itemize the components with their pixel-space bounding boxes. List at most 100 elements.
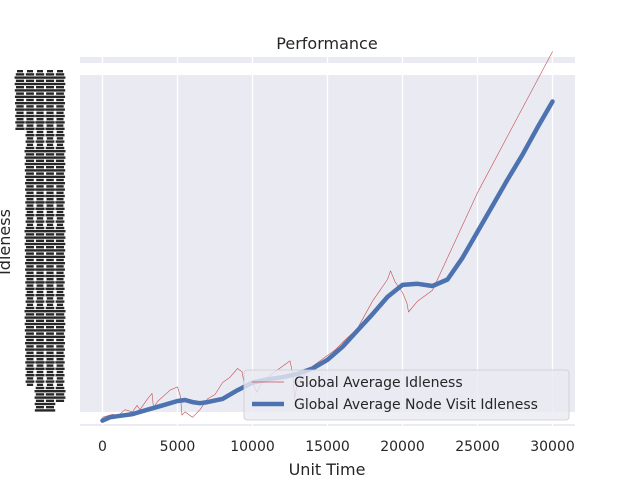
y-tick-label-mark: [46, 147, 55, 149]
y-tick-label-mark: [36, 160, 44, 162]
y-tick-label-mark: [47, 364, 54, 366]
y-tick-label-mark: [25, 348, 35, 350]
y-tick-label-mark: [47, 217, 53, 219]
y-tick-label-mark: [57, 384, 63, 386]
y-tick-label-mark: [46, 400, 54, 402]
y-tick-labels-scribble: [15, 70, 66, 412]
y-tick-label-mark: [37, 384, 43, 386]
y-tick-label-mark: [47, 70, 53, 72]
y-tick-label-mark: [47, 198, 54, 200]
y-tick-label-mark: [26, 294, 35, 296]
y-tick-label-mark: [26, 227, 35, 229]
y-tick-label-mark: [25, 89, 35, 91]
y-tick-label-mark: [35, 208, 44, 210]
y-tick-label-mark: [35, 128, 44, 130]
y-tick-label-mark: [26, 240, 34, 242]
y-tick-label-mark: [36, 227, 45, 229]
y-tick-label-mark: [36, 307, 45, 309]
y-tick-label-mark: [55, 355, 65, 357]
y-tick-label-mark: [46, 140, 55, 142]
y-tick-label-mark: [57, 217, 63, 219]
y-tick-label-mark: [55, 310, 66, 312]
y-tick-label-mark: [26, 160, 34, 162]
chart-title: Performance: [276, 34, 377, 53]
y-tick-label-mark: [46, 259, 54, 261]
y-tick-label-mark: [16, 99, 24, 101]
y-tick-label-mark: [36, 332, 44, 334]
y-tick-label-mark: [47, 278, 54, 280]
y-tick-label-mark: [36, 380, 45, 382]
y-tick-label-mark: [56, 134, 65, 136]
y-tick-label-mark: [55, 342, 65, 344]
legend: Global Average Idleness Global Average N…: [244, 370, 569, 420]
y-tick-label-mark: [36, 326, 44, 328]
y-tick-label-mark: [55, 323, 66, 325]
y-tick-label-mark: [45, 256, 55, 258]
y-tick-label-mark: [27, 198, 34, 200]
y-tick-label-mark: [56, 332, 64, 334]
y-tick-label-mark: [25, 342, 35, 344]
y-tick-label-mark: [35, 156, 46, 158]
y-tick-label-mark: [46, 387, 55, 389]
y-tick-label-mark: [35, 368, 44, 370]
y-tick-label-mark: [46, 246, 54, 248]
y-tick-label-mark: [16, 86, 24, 88]
y-tick-label-mark: [55, 150, 66, 152]
y-tick-label-mark: [55, 83, 66, 85]
y-tick-label-mark: [26, 99, 34, 101]
y-tick-label-mark: [25, 249, 35, 251]
y-tick-label-mark: [55, 121, 64, 123]
y-tick-label-mark: [47, 137, 53, 139]
y-tick-label-mark: [46, 320, 54, 322]
y-tick-label-mark: [56, 92, 64, 94]
y-tick-label-mark: [17, 118, 24, 120]
y-tick-label-mark: [35, 310, 46, 312]
y-tick-label-mark: [27, 70, 33, 72]
y-tick-label-mark: [56, 214, 65, 216]
x-tick-label: 5000: [160, 439, 196, 455]
y-tick-label-mark: [25, 102, 35, 104]
y-tick-label-mark: [56, 313, 64, 315]
y-tick-label-mark: [26, 313, 34, 315]
y-tick-label-mark: [27, 364, 34, 366]
y-tick-label-mark: [46, 179, 54, 181]
y-tick-label-mark: [55, 396, 66, 398]
y-tick-label-mark: [36, 259, 44, 261]
y-tick-label-mark: [36, 220, 45, 222]
y-tick-label-mark: [45, 409, 55, 411]
y-tick-label-mark: [36, 179, 44, 181]
x-tick-label: 20000: [380, 439, 425, 455]
x-tick-label: 25000: [455, 439, 500, 455]
y-tick-label-mark: [46, 80, 54, 82]
y-tick-label-mark: [57, 70, 63, 72]
y-tick-label-mark: [15, 102, 25, 104]
y-tick-label-mark: [37, 144, 43, 146]
y-tick-label-mark: [36, 92, 44, 94]
y-tick-label-mark: [56, 400, 64, 402]
y-tick-label-mark: [46, 153, 54, 155]
y-tick-label-mark: [57, 211, 64, 213]
y-tick-label-mark: [57, 224, 63, 226]
y-tick-label-mark: [26, 252, 34, 254]
y-tick-label-mark: [45, 342, 55, 344]
y-tick-label-mark: [46, 166, 54, 168]
y-tick-label-mark: [36, 192, 43, 194]
y-tick-label-mark: [56, 345, 63, 347]
y-tick-label-mark: [26, 112, 33, 114]
y-tick-label-mark: [56, 352, 63, 354]
y-tick-label-mark: [36, 214, 45, 216]
y-tick-label-mark: [46, 86, 54, 88]
y-tick-label-mark: [57, 371, 64, 373]
y-tick-label-mark: [55, 195, 65, 197]
y-tick-label-mark: [37, 364, 44, 366]
y-tick-label-mark: [45, 323, 56, 325]
y-tick-label-mark: [35, 390, 46, 392]
y-tick-label-mark: [56, 300, 65, 302]
y-tick-label-mark: [25, 275, 35, 277]
y-tick-label-mark: [46, 185, 53, 187]
y-tick-label-mark: [55, 249, 65, 251]
y-tick-label-mark: [45, 329, 55, 331]
y-tick-label-mark: [37, 304, 43, 306]
y-tick-label-mark: [27, 291, 34, 293]
y-tick-label-mark: [56, 105, 63, 107]
